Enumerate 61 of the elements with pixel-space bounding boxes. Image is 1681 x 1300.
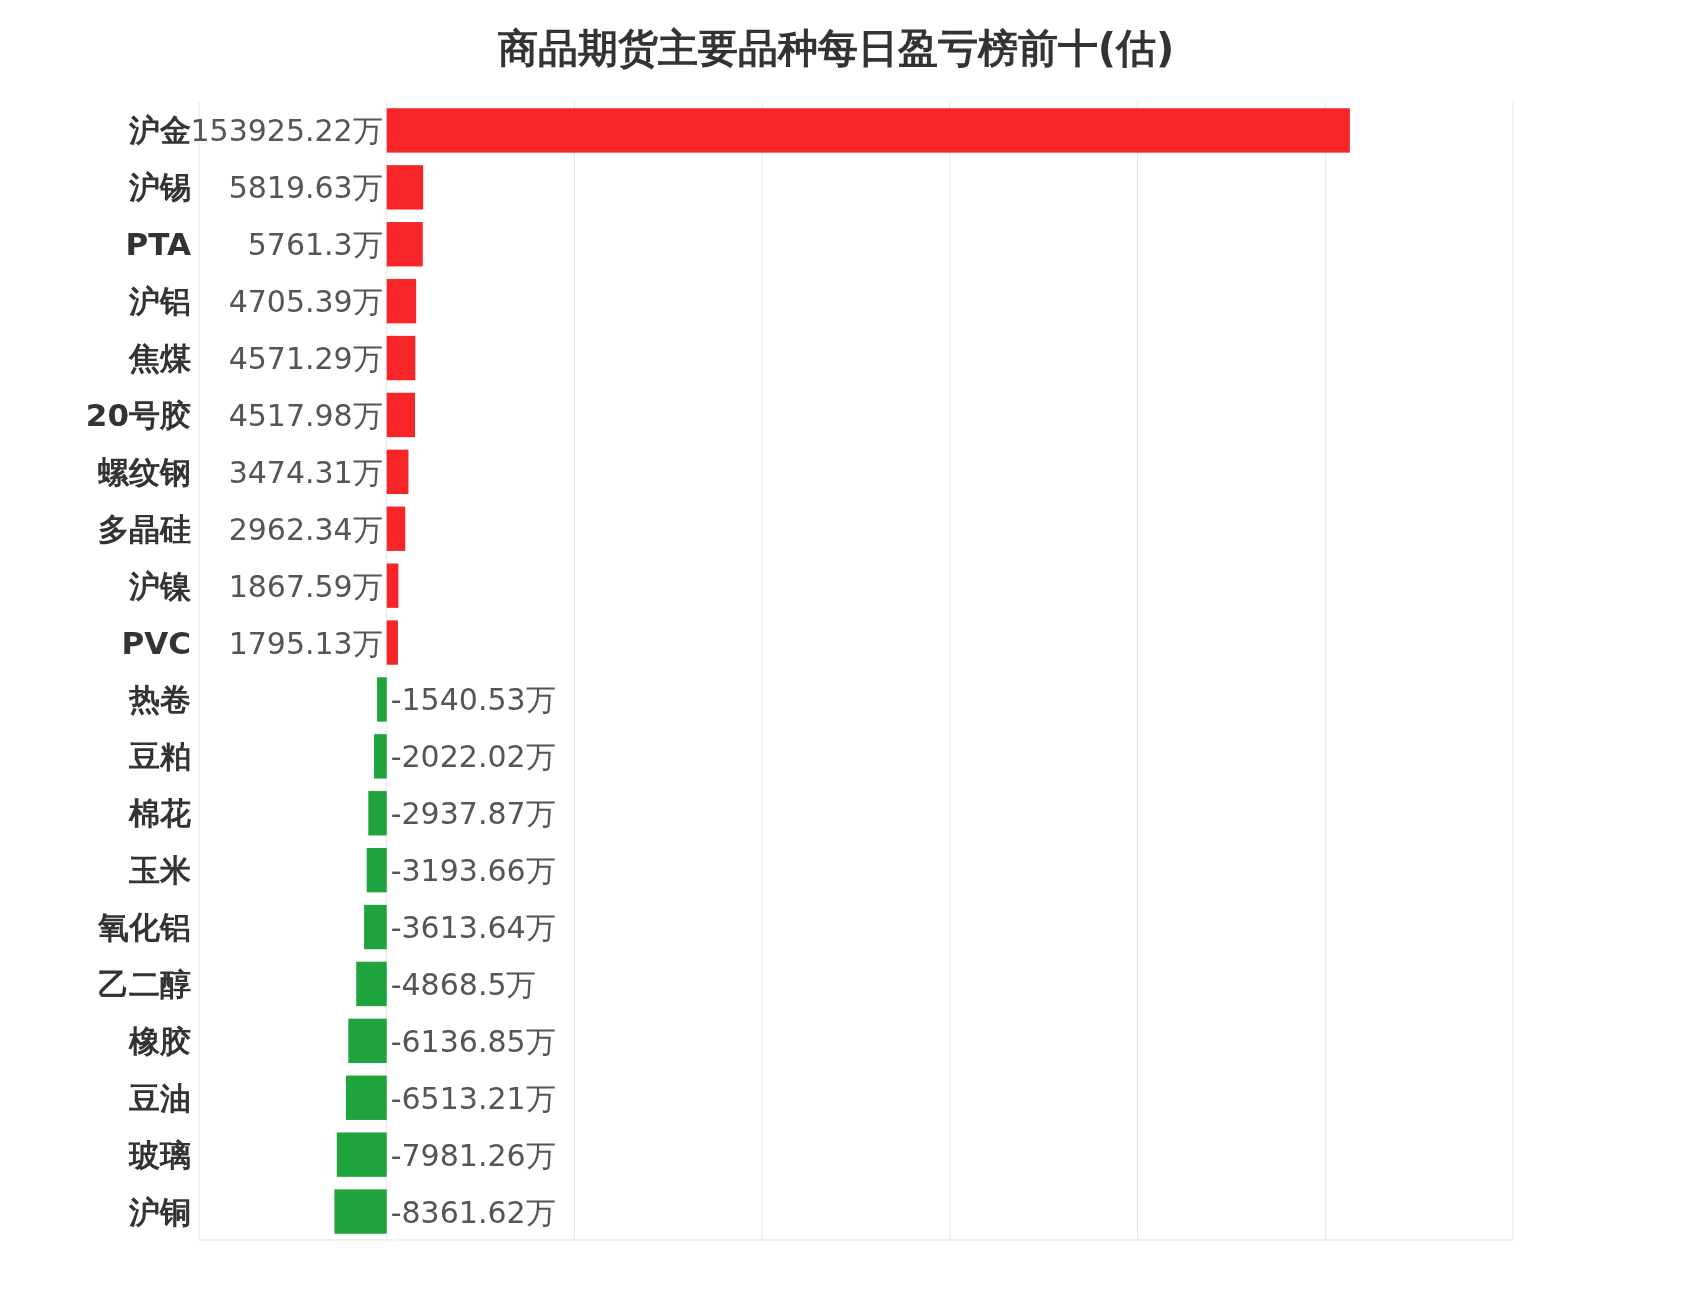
data-label: -3193.66万 [390,853,556,889]
bar [345,1075,387,1120]
data-label: 153925.22万 [190,113,383,149]
bar [356,961,387,1007]
y-tick-label: 氧化铝 [97,909,191,946]
bar [334,1189,387,1234]
bar [386,449,409,495]
bar [386,278,417,324]
data-label: 4571.29万 [228,341,383,377]
data-label: 3474.31万 [228,454,383,490]
chart-title: 商品期货主要品种每日盈亏榜前十(估) [497,25,1175,71]
bar [386,620,398,665]
y-tick-label: 焦煤 [128,340,191,377]
data-label: -6513.21万 [390,1080,556,1116]
data-label: 1795.13万 [228,625,383,661]
data-label: -6136.85万 [390,1023,556,1059]
bar [336,1132,387,1177]
y-tick-label: 多晶硅 [98,510,191,547]
data-label: 1867.59万 [228,568,383,604]
data-label: -2937.87万 [390,796,556,832]
y-tick-label: 沪铝 [128,283,191,320]
data-label: 4517.98万 [228,397,383,433]
data-label: 5761.3万 [247,227,383,263]
data-label: 2962.34万 [228,511,383,547]
bar [386,222,423,267]
y-tick-label: 20号胶 [85,396,191,433]
bar [366,847,387,893]
y-tick-label: 豆粕 [128,738,191,775]
bar [386,108,1350,153]
y-tick-label: 橡胶 [128,1022,191,1059]
data-label: -8361.62万 [390,1194,556,1230]
y-tick-label: 沪金 [128,112,191,149]
y-tick-label: PVC [121,624,191,661]
y-tick-label: 豆油 [128,1079,191,1116]
bar [386,506,406,551]
bar [368,791,387,836]
y-tick-label: 乙二醇 [98,965,191,1002]
bar [386,335,416,381]
data-label: 5819.63万 [228,170,383,206]
data-label: -1540.53万 [390,682,556,718]
bar [348,1018,387,1064]
data-label: 4705.39万 [228,284,383,320]
data-label: -7981.26万 [390,1137,556,1173]
y-tick-label: 沪铜 [128,1193,191,1230]
y-tick-label: 棉花 [128,795,191,832]
bar [374,734,387,779]
y-tick-label: 玉米 [128,852,191,889]
y-tick-label: 沪镍 [128,567,192,604]
y-tick-label: 螺纹钢 [97,453,191,490]
y-tick-label: 沪锡 [128,169,191,206]
bar [386,165,424,210]
bar [377,677,387,722]
bar [364,904,387,950]
data-label: -4868.5万 [390,966,537,1002]
bar [386,392,415,438]
data-label: -2022.02万 [390,739,556,775]
y-tick-label: PTA [125,226,192,263]
data-label: -3613.64万 [390,910,556,946]
bar [386,563,399,608]
y-tick-label: 热卷 [128,681,191,718]
y-tick-label: 玻璃 [128,1136,191,1173]
